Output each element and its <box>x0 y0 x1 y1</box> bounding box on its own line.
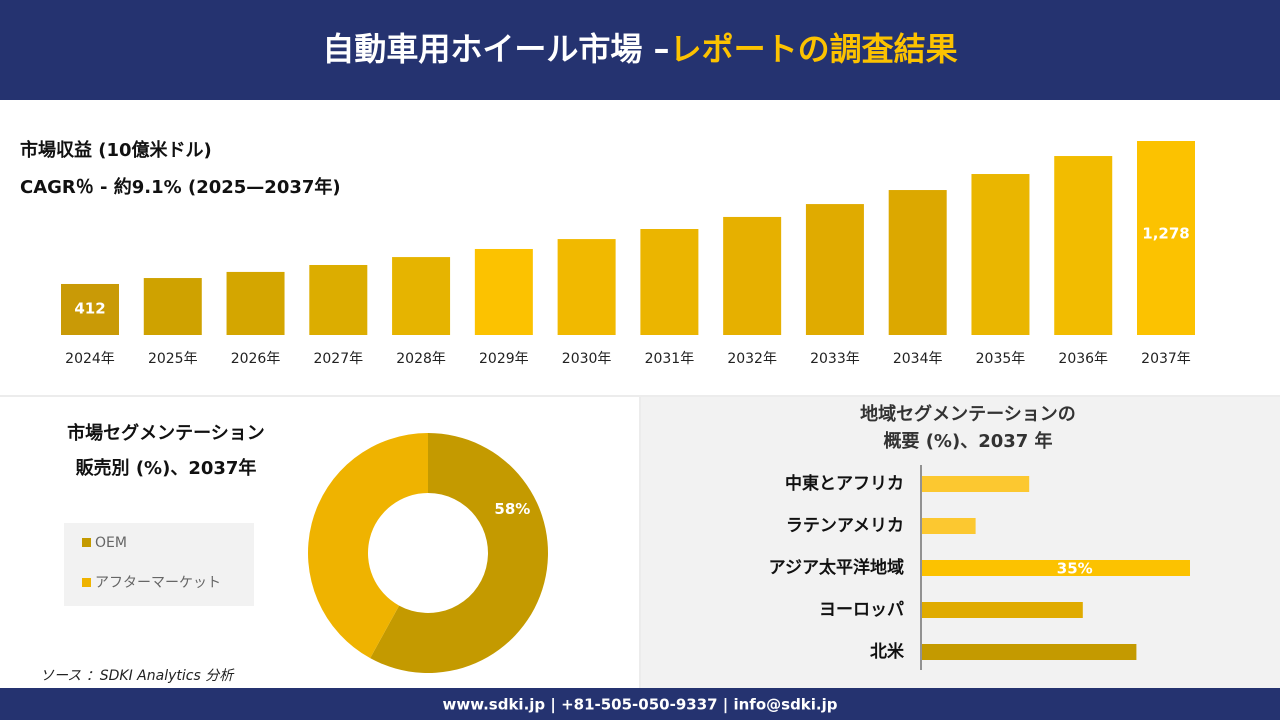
bar <box>922 560 1190 576</box>
x-tick-label: 2036年 <box>1058 351 1108 367</box>
x-tick-label: 2035年 <box>976 351 1026 367</box>
bar <box>226 271 285 335</box>
bar <box>922 518 976 534</box>
legend-label: アフターマーケット <box>95 575 221 591</box>
x-tick-label: 2034年 <box>893 351 943 367</box>
x-tick-label: 2026年 <box>231 351 281 367</box>
bar <box>723 216 782 335</box>
chart-subtitle: 販売別 (%)、2037年 <box>76 457 257 479</box>
x-tick-label: 2032年 <box>727 351 777 367</box>
bar <box>392 257 451 335</box>
y-tick-label: ヨーロッパ <box>819 600 904 620</box>
chart-subtitle: CAGR％ - 約9.1% (2025—2037年) <box>20 176 341 198</box>
bar <box>309 264 368 335</box>
footer: www.sdki.jp | +81-505-050-9337 | info@sd… <box>442 696 837 715</box>
x-tick-label: 2033年 <box>810 351 860 367</box>
y-tick-label: アジア太平洋地域 <box>769 557 904 578</box>
x-tick-label: 2037年 <box>1141 351 1191 367</box>
legend-box <box>64 523 254 606</box>
chart-title: 市場収益 (10億米ドル) <box>20 139 212 161</box>
title-main: 自動車用ホイール市場 – <box>322 30 669 68</box>
x-tick-label: 2029年 <box>479 351 529 367</box>
bar <box>1054 156 1113 335</box>
x-tick-label: 2025年 <box>148 351 198 367</box>
donut-slice <box>308 433 428 659</box>
bar <box>474 248 533 335</box>
bar <box>557 239 616 335</box>
bar <box>922 644 1137 660</box>
x-tick-label: 2028年 <box>396 351 446 367</box>
value-label: 412 <box>74 300 105 318</box>
chart-title: 地域セグメンテーションの <box>860 403 1076 425</box>
chart-title: 市場セグメンテーション <box>67 422 265 444</box>
bar <box>922 602 1083 618</box>
bar <box>61 283 119 335</box>
bar <box>1137 141 1195 335</box>
x-tick-label: 2024年 <box>65 351 115 367</box>
chart-title: 概要 (%)、2037 年 <box>883 430 1052 452</box>
bar <box>143 278 202 335</box>
bar <box>805 204 864 335</box>
legend-label: OEM <box>95 535 127 551</box>
bar <box>640 229 699 335</box>
source: ソース ：SDKI Analytics 分析 <box>40 668 235 684</box>
value-label: 58% <box>494 500 530 518</box>
legend-swatch <box>82 538 91 547</box>
bar <box>971 174 1030 335</box>
footer-bar <box>0 688 1280 720</box>
donut-slice <box>370 433 549 673</box>
bar <box>888 190 947 335</box>
bar <box>922 476 1030 492</box>
y-tick-label: ラテンアメリカ <box>786 516 904 536</box>
title-accent: レポートの調査結果 <box>670 30 958 68</box>
x-tick-label: 2027年 <box>313 351 363 367</box>
x-tick-label: 2031年 <box>645 351 695 367</box>
x-tick-label: 2030年 <box>562 351 612 367</box>
header-bar <box>0 0 1280 100</box>
y-tick-label: 中東とアフリカ <box>785 473 904 494</box>
y-tick-label: 北米 <box>870 641 905 662</box>
value-label: 1,278 <box>1142 225 1189 243</box>
legend-swatch <box>82 578 91 587</box>
region-panel <box>641 397 1280 688</box>
value-label: 35% <box>1057 560 1093 578</box>
page-title: 自動車用ホイール市場 –レポートの調査結果 <box>322 30 957 68</box>
